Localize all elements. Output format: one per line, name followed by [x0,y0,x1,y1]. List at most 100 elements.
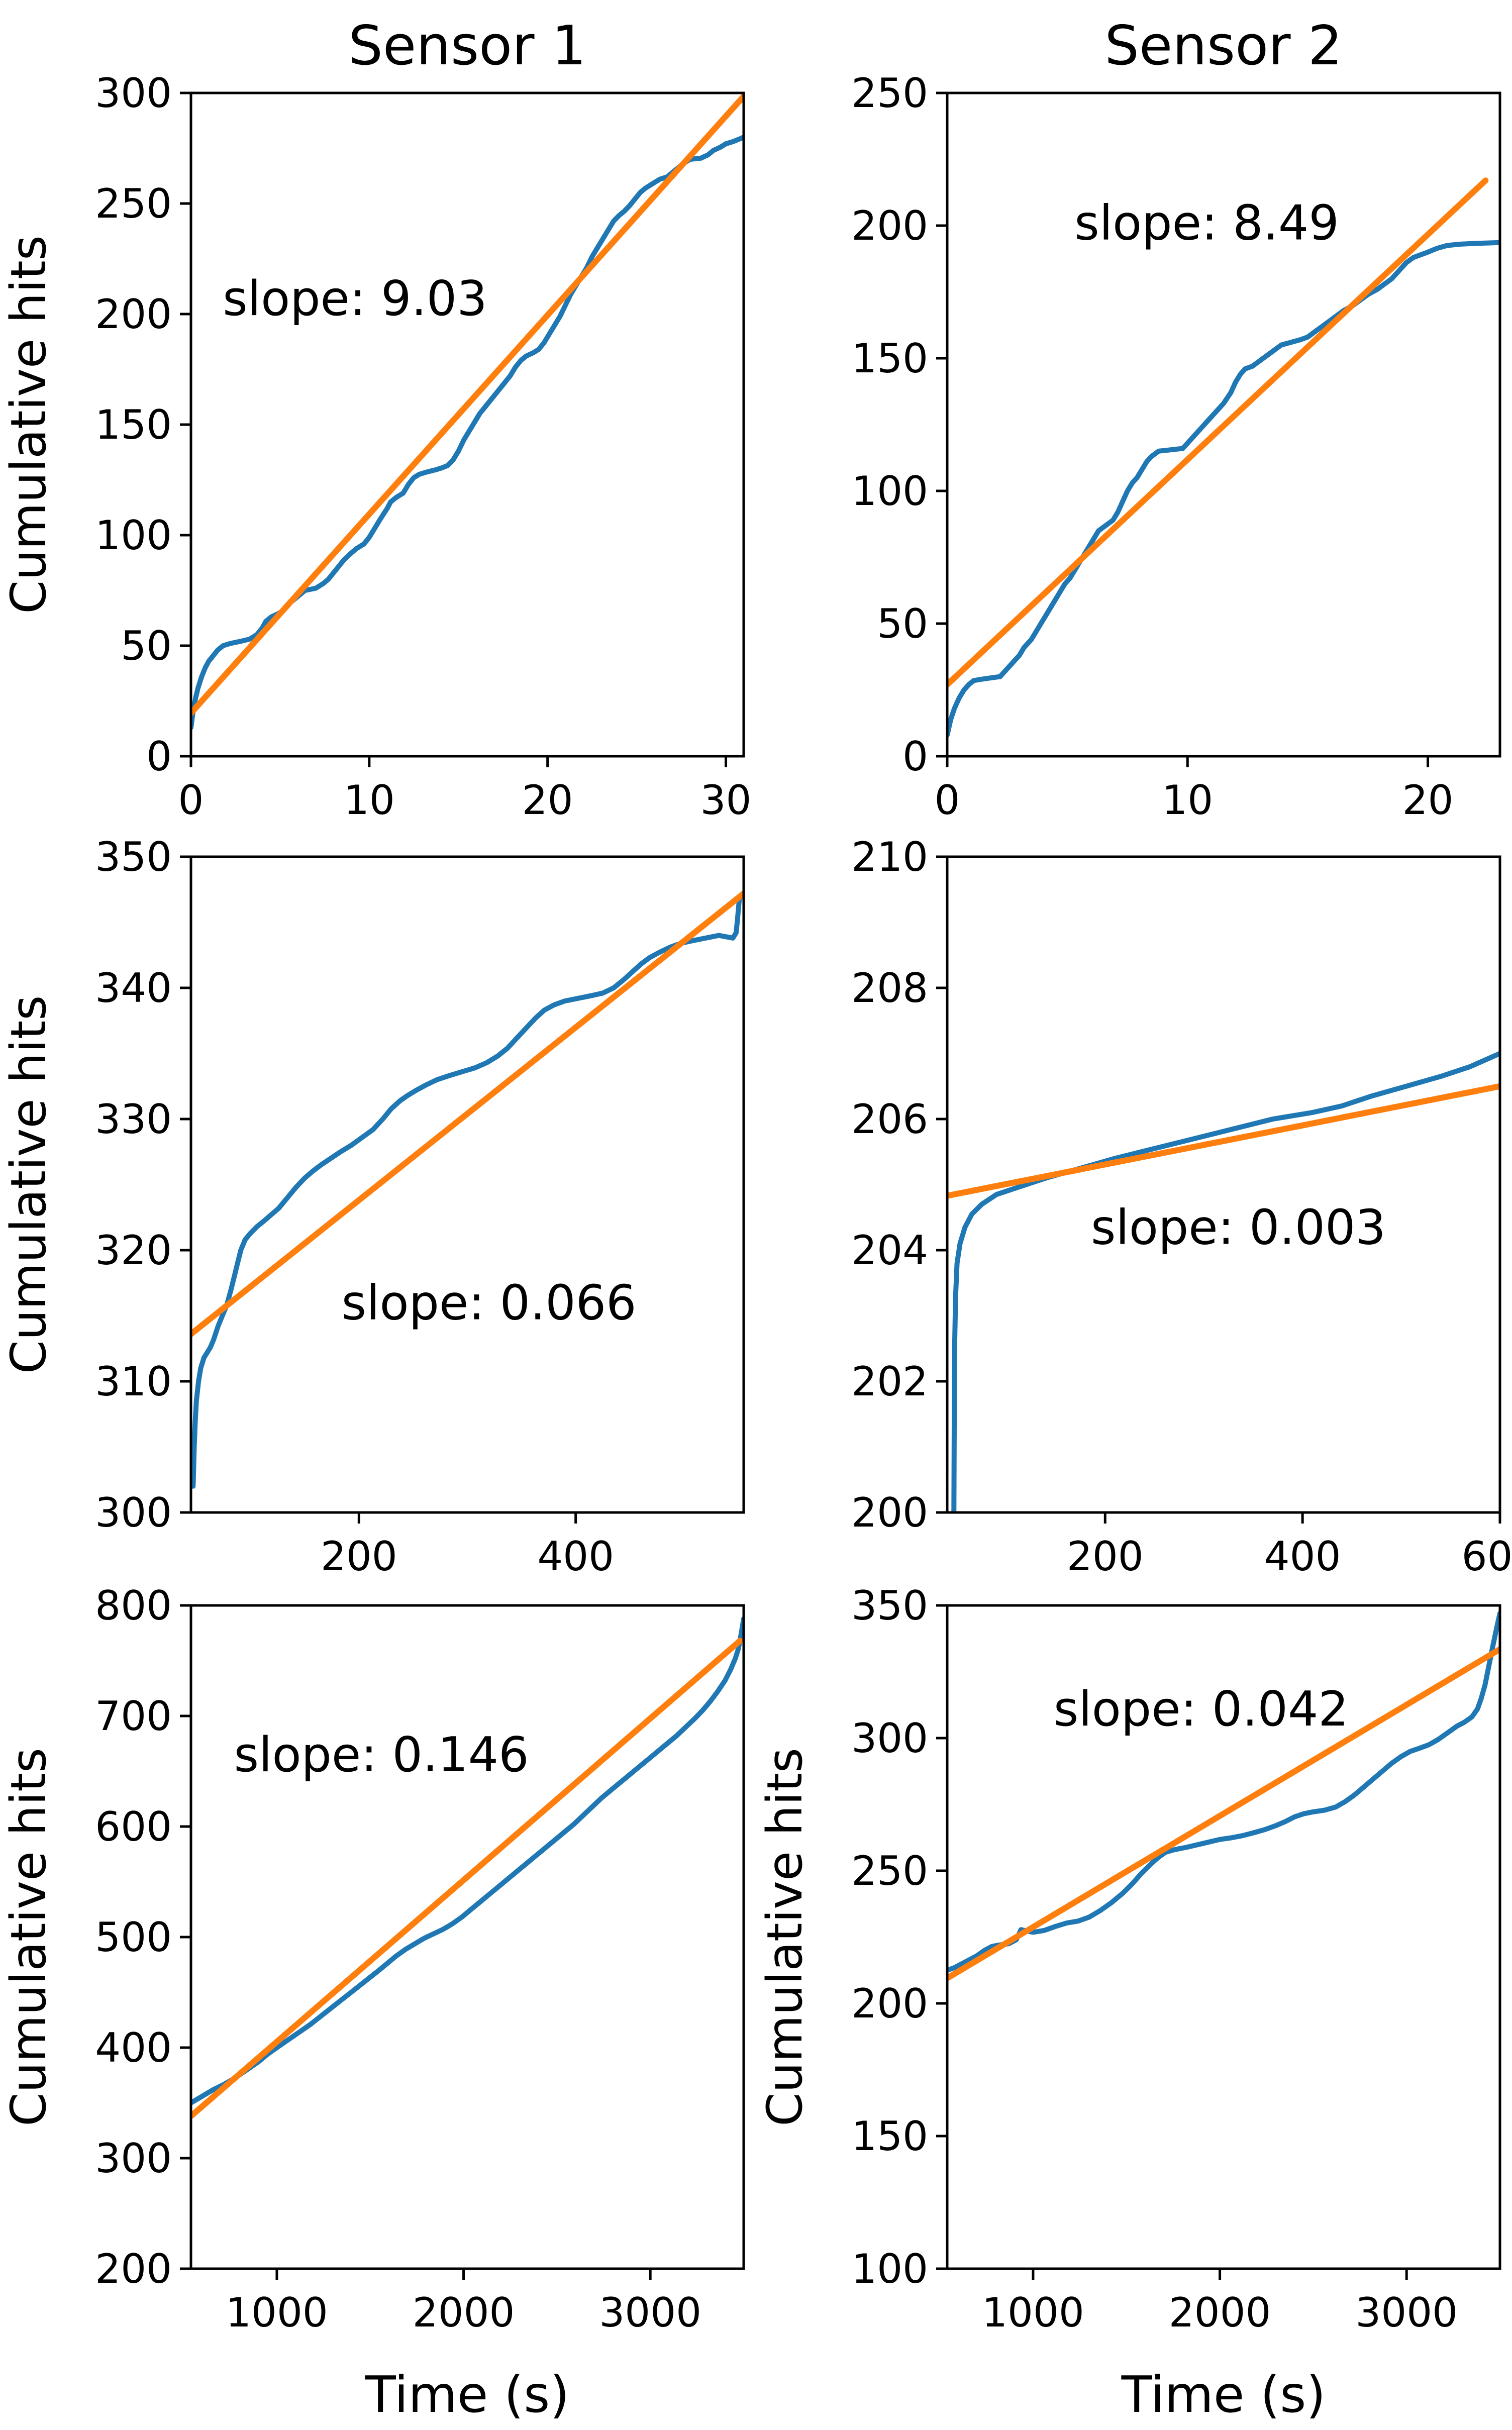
y-tick-label: 50 [877,600,928,647]
x-axis-label: Time (s) [365,2365,570,2424]
subplot-sensor2-top: 0 50 100 150 200 250 0 10 20 Sensor 2 slope: 8.49 [851,15,1501,824]
linear-fit-line [947,1083,1500,1199]
y-tick-label: 0 [902,733,928,780]
cumulative-hits-line [951,1051,1500,1512]
y-tick-label: 100 [95,512,172,559]
y-tick-label: 208 [851,965,928,1011]
plot-border [946,91,1501,758]
series-group [947,177,1500,738]
y-tick-label: 200 [95,291,172,338]
y-tick-label: 100 [851,2246,928,2292]
y-tick-label: 600 [95,1803,172,1850]
y-tick-label: 700 [95,1693,172,1740]
x-tick-label: 2000 [413,2289,515,2336]
y-tick-label: 100 [851,468,928,515]
x-tick-label: 20 [1402,777,1454,824]
y-tick-label: 250 [95,180,172,227]
x-tick-label: 200 [321,1533,397,1580]
x-tick-label: 1000 [226,2289,328,2336]
series-group [947,1610,1500,1981]
y-tick-label: 320 [95,1227,172,1274]
series-group [191,93,744,730]
x-tick-label: 20 [522,777,573,824]
linear-fit-line [191,890,744,1337]
y-tick-label: 150 [851,335,928,382]
y-tick-label: 300 [95,70,172,117]
plot-title: Sensor 2 [1104,15,1342,77]
y-tick-label: 400 [95,2024,172,2071]
subplot-sensor1-bottom: 200 300 400 500 600 700 800 1000 2000 3000 Cumulat… [1,1582,745,2424]
plot-border [946,855,1501,1514]
y-tick-label: 300 [95,1489,172,1536]
cumulative-hits-line [947,240,1500,738]
y-tick-label: 350 [95,834,172,880]
y-tick-label: 50 [121,623,172,669]
x-axis-label: Time (s) [1121,2365,1326,2424]
y-tick-label: 250 [851,70,928,117]
plot-border [189,1604,745,2270]
x-tick-label: 3000 [599,2289,701,2336]
x-tick-label: 600 [1462,1533,1512,1580]
plot-border [189,855,745,1514]
linear-fit-line [191,93,744,717]
y-axis-label: Cumulative hits [757,1748,813,2127]
y-tick-label: 150 [95,401,172,448]
slope-annotation: slope: 0.146 [234,1728,529,1783]
plot-border [946,1604,1501,2270]
cumulative-hits-line [191,1616,744,2105]
cumulative-hits-line [191,893,744,1489]
y-tick-label: 300 [95,2135,172,2182]
x-tick-label: 400 [537,1533,614,1580]
y-tick-label: 340 [95,965,172,1011]
y-tick-label: 200 [851,1980,928,2027]
subplot-sensor1-top: 0 50 100 150 200 250 300 0 10 20 30 Sensor 1 Cumulat… [1,15,751,824]
series-group [191,890,744,1489]
x-tick-label: 400 [1264,1533,1341,1580]
y-tick-label: 202 [851,1358,928,1405]
x-tick-label: 1000 [982,2289,1084,2336]
plot-title: Sensor 1 [348,15,586,77]
subplot-sensor1-middle: 300 310 320 330 340 350 200 400 Cumulative hits s… [1,834,745,1580]
y-tick-label: 300 [851,1715,928,1762]
y-tick-label: 250 [851,1848,928,1894]
x-tick-label: 0 [178,777,204,824]
slope-annotation: slope: 8.49 [1074,196,1339,251]
series-group [947,1051,1500,1512]
y-tick-label: 200 [851,1489,928,1536]
series-group [191,1616,744,2119]
slope-annotation: slope: 0.042 [1054,1682,1349,1737]
y-axis-label: Cumulative hits [1,1748,57,2127]
x-tick-label: 3000 [1355,2289,1458,2336]
y-tick-label: 150 [851,2113,928,2160]
linear-fit-line [947,1646,1500,1981]
linear-fit-line [191,1638,743,2119]
y-axis-label: Cumulative hits [1,995,57,1374]
x-tick-label: 10 [344,777,395,824]
y-tick-label: 210 [851,834,928,880]
y-axis-label: Cumulative hits [1,235,57,614]
y-tick-label: 200 [95,2246,172,2292]
x-tick-label: 0 [935,777,960,824]
subplot-sensor2-bottom: 100 150 200 250 300 350 1000 2000 3000 Cumulative… [757,1582,1501,2424]
cumulative-hits-line [947,1610,1500,1973]
y-tick-label: 206 [851,1096,928,1143]
y-tick-label: 0 [146,733,172,780]
linear-fit-line [947,177,1489,688]
cumulative-hits-line [191,135,744,730]
y-tick-label: 310 [95,1358,172,1405]
slope-annotation: slope: 0.003 [1091,1200,1386,1255]
x-tick-label: 2000 [1169,2289,1271,2336]
x-tick-label: 10 [1162,777,1213,824]
x-tick-label: 30 [700,777,752,824]
y-tick-label: 350 [851,1582,928,1629]
slope-annotation: slope: 9.03 [223,271,487,327]
subplot-sensor2-middle: 200 202 204 206 208 210 200 400 600 slope: 0.003 [851,834,1512,1580]
y-tick-label: 204 [851,1227,928,1274]
slope-annotation: slope: 0.066 [342,1275,637,1331]
y-tick-label: 500 [95,1914,172,1961]
y-tick-label: 800 [95,1582,172,1629]
y-tick-label: 200 [851,202,928,249]
x-tick-label: 200 [1067,1533,1144,1580]
y-tick-label: 330 [95,1096,172,1143]
